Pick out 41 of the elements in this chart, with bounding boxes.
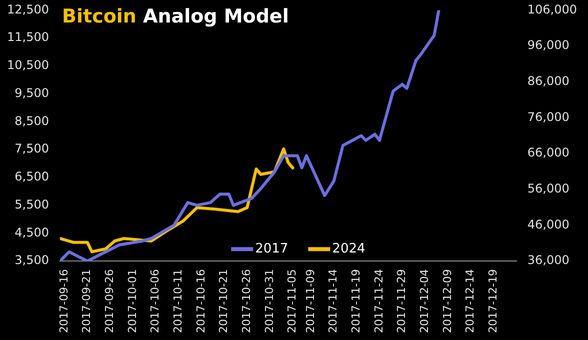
y-tick-label: 7,500	[14, 142, 49, 156]
y-tick-label: 5,500	[14, 197, 49, 212]
x-tick-label: 2017-12-14	[464, 269, 477, 334]
y2-tick-label: 76,000	[527, 110, 570, 124]
y-tick-label: 4,500	[14, 225, 49, 240]
y-tick-label: 12,500	[6, 2, 49, 16]
x-tick-label: 2017-09-26	[103, 269, 116, 334]
x-tick-label: 2017-12-19	[486, 269, 500, 334]
x-tick-label: 2017-10-21	[217, 269, 230, 334]
y2-tick-label: 106,000	[527, 2, 577, 16]
x-tick-label: 2017-10-26	[240, 269, 253, 334]
x-tick-label: 2017-11-09	[304, 269, 317, 334]
x-tick-label: 2017-12-09	[440, 269, 454, 334]
legend-label: 2017	[255, 241, 288, 256]
y2-tick-label: 46,000	[527, 217, 570, 232]
y2-tick-label: 86,000	[527, 74, 570, 88]
chart-title: Bitcoin Analog Model	[62, 5, 289, 28]
y-tick-label: 11,500	[6, 30, 49, 44]
x-tick-label: 2017-11-19	[350, 269, 362, 334]
y2-tick-label: 36,000	[527, 253, 570, 268]
y2-tick-label: 66,000	[527, 146, 570, 160]
x-tick-label: 2017-11-14	[326, 269, 340, 334]
y-tick-label: 9,500	[14, 86, 49, 100]
y-tick-label: 10,500	[6, 58, 49, 72]
x-tick-label: 2017-12-04	[418, 269, 431, 334]
x-tick-label: 2017-11-29	[395, 269, 408, 334]
x-tick-label: 2017-09-21	[80, 269, 94, 334]
y2-tick-label: 56,000	[527, 182, 570, 196]
y-tick-label: 3,500	[14, 253, 49, 268]
y-tick-label: 8,500	[14, 114, 49, 128]
x-tick-label: 2017-10-01	[126, 269, 139, 334]
legend-label: 2024	[332, 241, 366, 256]
x-tick-label: 2017-10-16	[194, 269, 208, 334]
x-tick-label: 2017-10-11	[172, 269, 185, 334]
x-tick-label: 2017-11-24	[372, 269, 386, 334]
x-tick-label: 2017-11-05	[286, 269, 299, 334]
y2-tick-label: 96,000	[527, 38, 570, 52]
x-tick-label: 2017-10-06	[148, 269, 162, 334]
x-tick-label: 2017-10-31	[262, 269, 276, 334]
x-tick-label: 2017-09-16	[57, 269, 70, 334]
y-tick-label: 6,500	[14, 170, 49, 184]
